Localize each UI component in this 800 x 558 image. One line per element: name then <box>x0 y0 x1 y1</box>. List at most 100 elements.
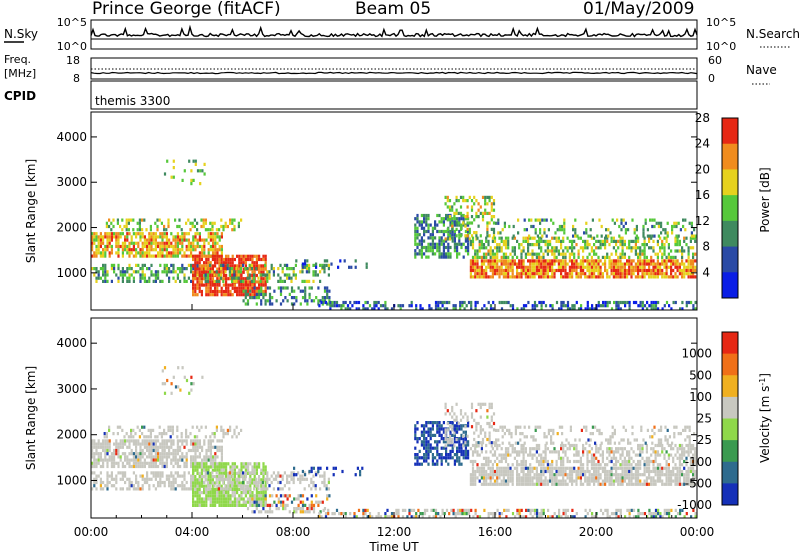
heat-cell <box>219 248 221 251</box>
heat-cell <box>441 463 443 466</box>
heat-cell <box>644 240 646 243</box>
heat-cell <box>135 487 137 490</box>
heat-cell <box>503 272 505 275</box>
heat-cell <box>582 269 584 272</box>
heat-cell <box>565 304 567 307</box>
heat-cell <box>246 487 248 490</box>
heat-cell <box>240 491 242 494</box>
heat-cell <box>552 304 554 307</box>
heat-cell <box>183 439 185 442</box>
heat-cell <box>225 274 227 277</box>
heat-cell <box>443 456 445 459</box>
heat-cell <box>482 218 484 221</box>
heat-cell <box>464 215 466 218</box>
heat-cell <box>128 264 130 267</box>
heat-cell <box>213 280 215 283</box>
heat-cell <box>445 453 447 456</box>
heat-cell <box>530 512 532 515</box>
heat-cell <box>486 202 488 205</box>
heat-cell <box>121 219 123 222</box>
heat-cell <box>181 443 183 446</box>
heat-cell <box>185 222 187 225</box>
heat-cell <box>471 199 473 202</box>
heat-cell <box>157 481 159 484</box>
heat-cell <box>349 301 351 304</box>
heat-cell <box>584 259 586 262</box>
heat-cell <box>192 504 194 507</box>
heat-cell <box>168 245 170 248</box>
heat-cell <box>472 266 474 269</box>
heat-cell <box>172 439 174 442</box>
heat-cell <box>210 494 212 497</box>
heat-cell <box>183 487 185 490</box>
heat-cell <box>692 269 694 272</box>
heat-cell <box>188 255 190 258</box>
heat-cell <box>474 253 476 256</box>
heat-cell <box>659 263 661 266</box>
heat-cell <box>267 510 269 513</box>
heat-cell <box>663 243 665 246</box>
heat-cell <box>458 450 460 453</box>
heat-cell <box>630 263 632 266</box>
heat-cell <box>625 228 627 231</box>
heat-cell <box>525 240 527 243</box>
heat-cell <box>139 446 141 449</box>
heat-cell <box>192 449 194 452</box>
heat-cell <box>266 478 268 481</box>
heat-cell <box>600 266 602 269</box>
heat-cell <box>505 467 507 470</box>
heat-cell <box>617 240 619 243</box>
heat-cell <box>684 228 686 231</box>
heat-cell <box>507 240 509 243</box>
heat-cell <box>238 293 240 296</box>
heat-cell <box>245 255 247 258</box>
heat-cell <box>243 255 245 258</box>
heat-cell <box>607 304 609 307</box>
heat-cell <box>212 251 214 254</box>
heat-cell <box>161 270 163 273</box>
heat-cell <box>421 220 423 223</box>
heat-cell <box>572 228 574 231</box>
heat-cell <box>652 249 654 252</box>
heat-cell <box>536 509 538 512</box>
heat-cell <box>327 512 329 515</box>
heat-cell <box>192 488 194 491</box>
heat-cell <box>221 290 223 293</box>
heat-cell <box>175 449 177 452</box>
heat-cell <box>164 446 166 449</box>
heat-cell <box>254 510 256 513</box>
heat-cell <box>419 456 421 459</box>
heat-cell <box>170 242 172 245</box>
heat-cell <box>122 255 124 258</box>
heat-cell <box>633 266 635 269</box>
heat-cell <box>617 246 619 249</box>
heat-cell <box>336 304 338 307</box>
heat-cell <box>231 277 233 280</box>
heat-cell <box>177 439 179 442</box>
heat-cell <box>317 299 319 302</box>
heat-cell <box>273 487 275 490</box>
heat-cell <box>520 263 522 266</box>
heat-cell <box>98 239 100 242</box>
heat-cell <box>615 243 617 246</box>
heat-cell <box>236 287 238 290</box>
heat-cell <box>549 269 551 272</box>
heat-cell <box>300 290 302 293</box>
heat-cell <box>194 219 196 222</box>
heat-cell <box>670 509 672 512</box>
heat-cell <box>467 440 469 443</box>
heat-cell <box>589 275 591 278</box>
heat-cell <box>214 284 216 287</box>
heat-cell <box>580 269 582 272</box>
heat-cell <box>178 219 180 222</box>
heat-cell <box>194 455 196 458</box>
heat-cell <box>492 470 494 473</box>
heat-cell <box>159 248 161 251</box>
heat-cell <box>157 270 159 273</box>
heat-cell <box>685 259 687 262</box>
heat-cell <box>135 455 137 458</box>
colorbar-swatch <box>722 118 738 144</box>
heat-cell <box>593 272 595 275</box>
heat-cell <box>435 512 437 515</box>
heat-cell <box>199 485 201 488</box>
